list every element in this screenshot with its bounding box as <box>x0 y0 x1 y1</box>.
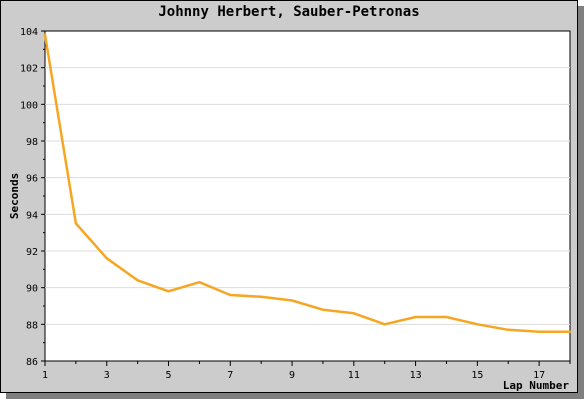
data-point <box>198 280 201 284</box>
x-tick-label: 5 <box>166 370 172 381</box>
data-point <box>136 279 139 282</box>
y-tick-label: 92 <box>26 247 38 258</box>
y-tick-label: 96 <box>26 174 38 185</box>
plot-area <box>44 30 571 362</box>
x-tick-label: 3 <box>104 370 110 381</box>
x-axis-label: Lap Number <box>503 379 570 392</box>
y-tick-label: 100 <box>20 100 38 111</box>
frame-shadow-right <box>578 6 584 399</box>
data-point <box>414 315 417 319</box>
data-point <box>290 299 294 302</box>
y-tick-label: 88 <box>26 320 38 331</box>
data-point <box>229 293 232 297</box>
y-tick-label: 94 <box>26 210 38 221</box>
data-point <box>259 295 263 299</box>
x-tick-label: 15 <box>471 370 483 381</box>
y-tick-label: 90 <box>26 284 38 295</box>
y-tick-label: 86 <box>26 357 38 368</box>
x-tick-label: 17 <box>533 370 545 381</box>
x-tick-label: 13 <box>410 370 422 381</box>
data-point <box>383 323 386 326</box>
data-point <box>43 33 47 36</box>
data-point <box>476 323 479 326</box>
data-point <box>507 328 510 332</box>
y-tick-label: 98 <box>26 137 38 148</box>
data-point <box>321 308 325 311</box>
data-point <box>537 330 541 333</box>
x-tick-label: 11 <box>348 370 360 381</box>
axis-ticks <box>41 30 571 366</box>
series-group <box>43 33 572 333</box>
data-point <box>568 330 572 333</box>
data-point <box>74 222 78 225</box>
frame-shadow-bottom <box>6 393 584 399</box>
series-line <box>43 34 570 333</box>
data-point <box>352 312 356 315</box>
y-tick-label: 104 <box>20 27 38 38</box>
data-point <box>445 315 448 319</box>
data-point <box>105 257 108 260</box>
chart-title: Johnny Herbert, Sauber-Petronas <box>158 4 420 20</box>
y-axis-label: Seconds <box>8 173 21 219</box>
x-tick-label: 7 <box>227 370 233 381</box>
grid-lines <box>45 67 570 325</box>
data-point <box>167 290 170 293</box>
x-tick-label: 1 <box>42 370 48 381</box>
y-tick-label: 102 <box>20 64 38 75</box>
x-tick-label: 9 <box>289 370 295 381</box>
